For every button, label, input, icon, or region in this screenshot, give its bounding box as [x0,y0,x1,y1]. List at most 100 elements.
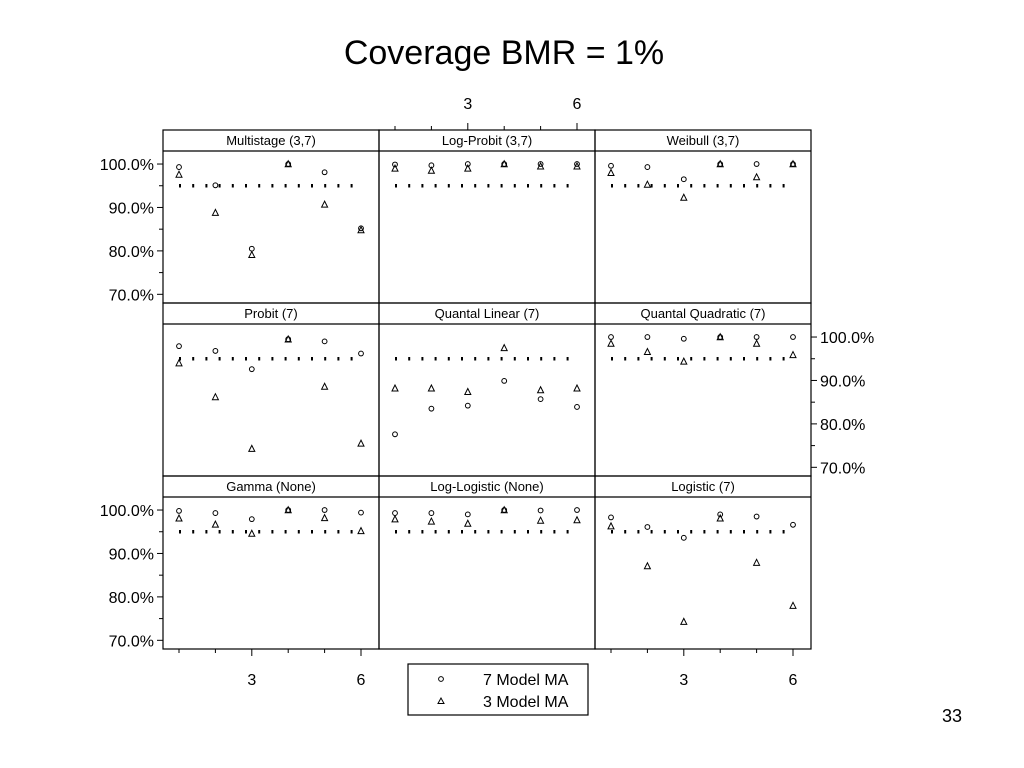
panel-frame [162,129,380,304]
y-tick-label: 90.0% [109,200,154,217]
marker-7-model-ma [176,164,182,170]
panel-title: Weibull (3,7) [667,133,740,148]
x-tick-label: 3 [247,672,256,689]
marker-3-model-ma [607,168,615,176]
marker-3-model-ma [716,159,725,168]
panel-title: Gamma (None) [226,479,316,494]
marker-3-model-ma [573,383,581,392]
marker-3-model-ma [463,519,472,527]
panel-frame [378,302,596,477]
marker-7-model-ma [392,510,398,516]
marker-7-model-ma [644,334,651,340]
legend-triangle-marker [437,696,445,704]
marker-7-model-ma [392,161,398,168]
marker-7-model-ma [428,510,435,516]
marker-3-model-ma [320,382,329,390]
marker-7-model-ma [358,350,364,357]
marker-7-model-ma [501,377,508,384]
legend-circle-marker [438,676,444,682]
marker-3-model-ma [284,159,293,168]
marker-3-model-ma [211,392,220,401]
marker-3-model-ma [391,514,399,523]
panel-frame [594,302,812,477]
legend-box [407,663,589,716]
marker-3-model-ma [573,515,581,524]
panel-title: Logistic (7) [671,479,735,494]
marker-3-model-ma [500,505,509,514]
x-tick-label: 6 [573,96,582,113]
marker-7-model-ma [608,334,614,340]
marker-3-model-ma [679,617,688,625]
y-tick-label: 70.0% [109,287,154,304]
marker-7-model-ma [608,162,614,169]
y-tick-label: 90.0% [820,373,865,390]
marker-3-model-ma [391,383,399,392]
marker-7-model-ma [790,334,796,340]
legend-label: 3 Model MA [483,694,569,711]
marker-3-model-ma [211,519,220,528]
marker-3-model-ma [752,172,761,181]
marker-3-model-ma [175,358,183,367]
marker-3-model-ma [463,387,472,395]
y-tick-label: 80.0% [820,417,865,434]
panel-title: Probit (7) [244,306,297,321]
marker-3-model-ma [643,561,652,570]
marker-3-model-ma [536,516,545,524]
marker-7-model-ma [392,431,398,438]
y-tick-label: 80.0% [109,590,154,607]
marker-3-model-ma [679,193,688,201]
y-tick-label: 70.0% [109,633,154,650]
marker-7-model-ma [574,404,580,410]
marker-7-model-ma [248,516,255,523]
marker-7-model-ma [212,182,219,189]
marker-3-model-ma [427,383,436,392]
panel-frame [162,302,380,477]
marker-3-model-ma [427,166,436,174]
marker-7-model-ma [574,507,580,513]
marker-3-model-ma [679,356,688,365]
marker-7-model-ma [680,534,687,541]
marker-7-model-ma [537,396,544,403]
slide-title: Coverage BMR = 1% [343,34,665,72]
marker-3-model-ma [789,601,797,609]
x-tick-label: 6 [789,672,798,689]
marker-7-model-ma [176,343,182,350]
y-tick-label: 70.0% [820,460,865,477]
marker-3-model-ma [357,526,365,535]
marker-3-model-ma [357,225,365,234]
marker-3-model-ma [536,385,545,394]
marker-3-model-ma [607,521,615,530]
marker-7-model-ma [717,511,724,518]
marker-3-model-ma [247,529,256,537]
marker-3-model-ma [320,200,329,208]
marker-3-model-ma [175,513,183,522]
panel-frame [378,475,596,650]
marker-7-model-ma [680,176,687,183]
y-tick-label: 80.0% [109,244,154,261]
marker-3-model-ma [247,250,256,259]
marker-3-model-ma [500,343,509,352]
marker-7-model-ma [176,507,182,514]
x-tick-label: 6 [357,672,366,689]
panel-frame [594,475,812,650]
marker-3-model-ma [643,180,652,188]
x-tick-label: 3 [679,672,688,689]
marker-3-model-ma [643,347,652,356]
marker-7-model-ma [464,511,471,518]
marker-7-model-ma [574,161,580,167]
marker-3-model-ma [284,334,293,343]
marker-7-model-ma [753,161,760,167]
marker-3-model-ma [284,505,293,514]
marker-3-model-ma [789,159,797,168]
marker-7-model-ma [537,507,544,514]
marker-7-model-ma [753,513,760,520]
marker-7-model-ma [464,161,471,167]
legend-label: 7 Model MA [483,672,569,689]
marker-7-model-ma [790,521,796,528]
panel-title: Quantal Quadratic (7) [640,306,765,321]
marker-3-model-ma [789,350,797,359]
marker-3-model-ma [716,513,725,522]
marker-7-model-ma [358,509,364,516]
panel-frame [378,129,596,304]
